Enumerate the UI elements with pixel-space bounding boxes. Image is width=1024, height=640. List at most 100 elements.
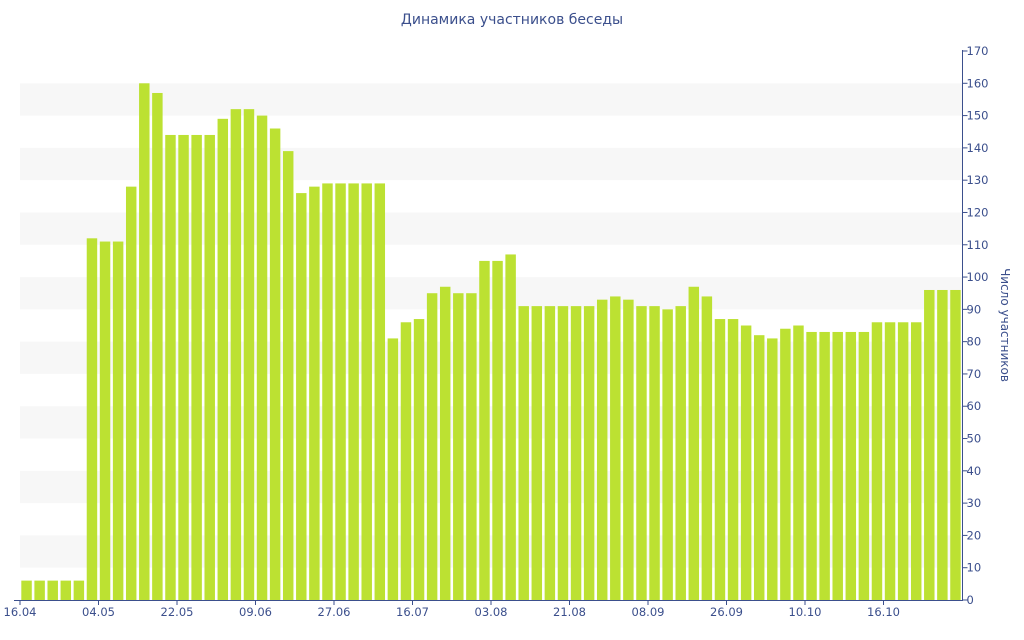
bar [845,331,857,600]
bar [243,109,255,600]
bar [492,260,503,600]
x-tick-label: 16.07 [396,605,429,619]
bar [950,289,961,600]
bar [479,260,490,600]
y-tick-label: 10 [967,561,982,575]
bar [636,306,647,600]
y-tick-label: 0 [967,593,974,607]
x-tick-label: 21.08 [553,605,586,619]
x-tick-label: 16.04 [4,605,37,619]
bar [400,322,412,600]
grid-band [20,277,962,310]
bar [230,109,242,600]
bar [871,322,883,600]
bar [34,580,45,600]
x-tick-label: 27.06 [318,605,351,619]
y-tick-label: 100 [967,270,989,284]
x-tick-label: 26.09 [710,605,743,619]
bar [348,183,359,600]
bar [466,293,477,600]
bar [282,151,294,601]
y-tick-label: 170 [967,44,989,58]
bar [361,183,372,600]
y-tick-label: 70 [967,367,982,381]
background-bands [20,83,962,568]
grid-band [20,341,962,374]
bar [924,289,935,600]
bar [884,322,896,600]
bar [596,299,608,600]
bar [439,286,451,600]
bar [806,331,817,600]
bar [73,580,85,600]
bar [662,309,673,600]
y-tick-label: 110 [967,238,989,252]
bar [583,306,595,600]
bar [675,306,686,600]
y-tick-label: 80 [967,335,982,349]
bar [531,306,543,600]
bar [688,286,700,600]
bar [858,331,870,600]
bar [453,293,464,600]
bars-group [21,83,961,601]
bar [322,183,333,600]
grid-band [20,470,962,504]
bar [649,306,660,600]
y-tick-label: 150 [967,109,989,123]
bar [86,238,98,600]
y-tick-label: 160 [967,76,989,90]
x-tick-label: 10.10 [789,605,822,619]
bar [426,293,438,600]
bar [780,328,791,600]
grid-band [20,83,962,116]
bar [60,580,72,600]
bar [374,183,386,600]
bar [714,319,726,600]
x-tick-label: 16.10 [867,605,900,619]
bar [139,83,150,601]
y-axis-label: Число участников [998,268,1012,382]
y-tick-label: 140 [967,141,989,155]
y-tick-label: 60 [967,399,982,413]
bar [191,134,202,600]
grid-band [20,406,962,439]
y-tick-label: 120 [967,205,989,219]
x-tick-label: 04.05 [82,605,115,619]
y-tick-label: 20 [967,528,982,542]
bar [910,322,922,600]
bar [204,134,215,600]
y-axis: 0 10 20 30 40 50 60 70 80 90 100 110 120 130 140 150 160… [962,44,989,607]
bar [152,92,163,600]
bar [937,289,948,600]
y-tick-label: 30 [967,496,982,510]
bar [832,331,843,600]
bar [413,319,425,600]
bar [897,322,909,600]
bar [767,338,778,600]
bar [125,186,137,600]
y-tick-label: 130 [967,173,989,187]
x-tick-label: 03.08 [475,605,508,619]
bar [623,299,634,600]
bar [701,296,713,600]
bar [544,306,556,600]
bar [727,319,739,600]
grid-band [20,212,962,245]
grid-band [20,147,962,181]
x-tick-label: 22.05 [161,605,194,619]
bar [269,128,281,600]
bar [217,118,229,600]
bar [309,186,320,600]
bar [753,335,765,600]
bar [740,325,752,600]
bar [99,241,111,601]
x-tick-label: 08.09 [632,605,665,619]
bar [335,183,346,600]
bar [387,338,399,600]
grid-band [20,535,962,568]
bar [296,193,307,600]
bar [518,306,529,600]
bar [505,254,516,600]
